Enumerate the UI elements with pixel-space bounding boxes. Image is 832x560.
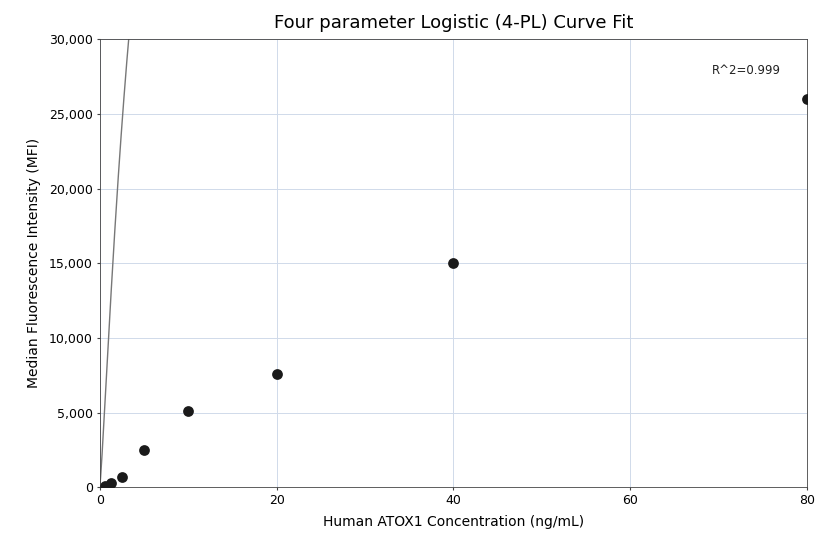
Point [447,259,460,268]
Point [800,95,814,104]
Title: Four parameter Logistic (4-PL) Curve Fit: Four parameter Logistic (4-PL) Curve Fit [274,14,633,32]
Point [270,369,283,378]
Y-axis label: Median Fluorescence Intensity (MFI): Median Fluorescence Intensity (MFI) [27,138,41,388]
Point [99,481,112,490]
Point [181,407,195,416]
Point [104,478,117,487]
Text: R^2=0.999: R^2=0.999 [711,63,780,77]
X-axis label: Human ATOX1 Concentration (ng/mL): Human ATOX1 Concentration (ng/mL) [323,515,584,529]
Point [116,472,129,481]
Point [137,445,151,454]
